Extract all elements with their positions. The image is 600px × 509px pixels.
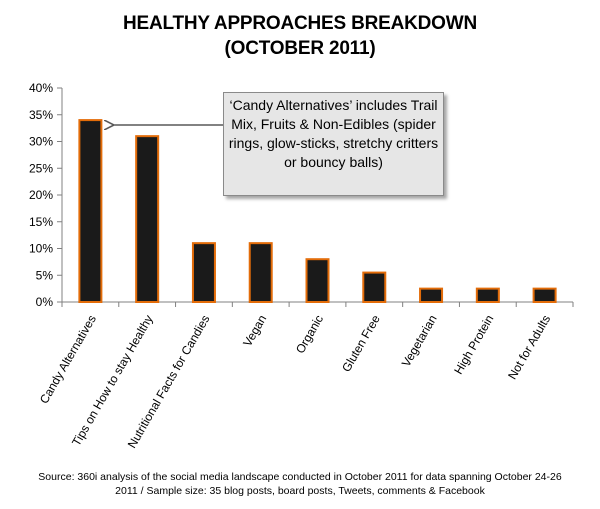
x-tick-label: Gluten Free (339, 312, 383, 374)
bar (362, 271, 387, 304)
y-tick-label: 25% (29, 161, 53, 175)
chart-title-line2: (OCTOBER 2011) (224, 38, 376, 59)
y-tick-label: 30% (29, 135, 53, 149)
bar (248, 242, 273, 303)
x-tick-label: High Protein (451, 313, 496, 377)
source-line-1: Source: 360i analysis of the social medi… (38, 471, 562, 483)
y-tick-label: 0% (36, 295, 54, 309)
y-tick-label: 35% (29, 108, 53, 122)
bar (135, 135, 160, 303)
chart-title-line1: HEALTHY APPROACHES BREAKDOWN (122, 13, 477, 34)
y-tick-label: 5% (36, 268, 54, 282)
y-tick-label: 40% (29, 81, 53, 95)
y-tick-label: 10% (29, 242, 53, 256)
bar (419, 287, 444, 303)
bar (532, 287, 557, 303)
x-tick-label: Vegetarian (399, 313, 440, 370)
y-tick-label: 15% (29, 215, 53, 229)
x-tick-label: Candy Alternatives (37, 313, 99, 407)
x-tick-label: Organic (293, 313, 326, 356)
y-tick-label: 20% (29, 188, 53, 202)
source-note: Source: 360i analysis of the social medi… (20, 470, 580, 498)
callout-box: ‘Candy Alternatives’ includes Trail Mix,… (223, 92, 444, 196)
x-tick-label: Not for Adults (505, 313, 553, 382)
bar (305, 258, 330, 304)
bar (475, 287, 500, 303)
x-tick-label: Vegan (240, 313, 269, 349)
source-line-2: 2011 / Sample size: 35 blog posts, board… (115, 485, 485, 497)
bar (78, 119, 103, 303)
bar (191, 242, 216, 303)
